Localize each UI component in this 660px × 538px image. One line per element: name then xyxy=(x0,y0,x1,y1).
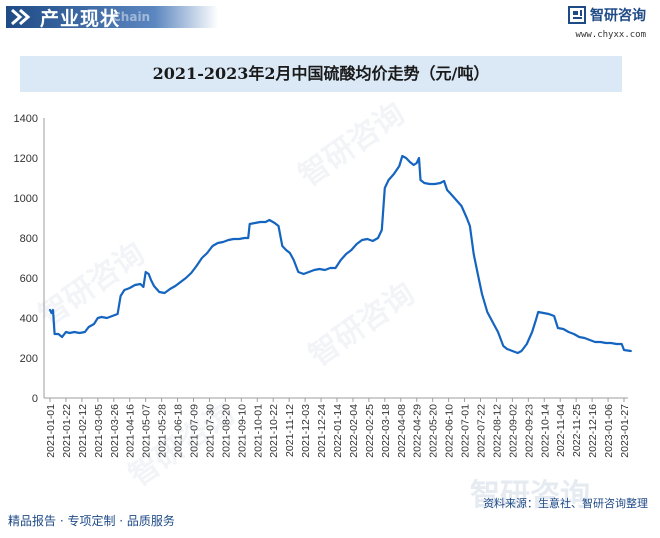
y-tick-label: 600 xyxy=(20,273,38,285)
x-tick-label: 2022-04-08 xyxy=(396,404,408,458)
x-tick-label: 2022-05-20 xyxy=(428,404,440,458)
x-tick-label: 2021-12-03 xyxy=(300,404,312,458)
section-title: 产业现状 xyxy=(40,8,121,30)
x-tick-label: 2022-06-10 xyxy=(444,404,456,458)
x-tick-label: 2022-07-22 xyxy=(476,404,488,458)
x-tick-label: 2022-04-29 xyxy=(412,404,424,458)
x-tick-label: 2021-01-01 xyxy=(45,404,57,458)
x-tick-label: 2021-01-22 xyxy=(61,404,73,458)
section-subtitle: Chain xyxy=(112,10,151,24)
x-tick-label: 2021-05-07 xyxy=(141,404,153,458)
x-tick-label: 2022-07-01 xyxy=(460,404,472,458)
footer-tagline: 精品报告 · 专项定制 · 品质服务 xyxy=(8,514,175,528)
x-tick-label: 2022-11-04 xyxy=(555,404,567,457)
x-tick-label: 2021-09-10 xyxy=(236,404,248,458)
x-tick-label: 2022-03-18 xyxy=(380,404,392,458)
y-tick-label: 1200 xyxy=(14,153,38,165)
x-tick-label: 2021-06-18 xyxy=(173,404,185,458)
zhiyan-logo-icon xyxy=(568,6,586,24)
x-tick-label: 2021-07-30 xyxy=(204,404,216,458)
x-tick-label: 2021-02-12 xyxy=(77,404,89,458)
y-tick-label: 200 xyxy=(20,353,38,365)
source-note: 资料来源：生意社、智研咨询整理 xyxy=(483,497,648,510)
header-bar xyxy=(6,6,218,28)
watermark: 智研咨询 xyxy=(470,478,590,513)
price-series-line xyxy=(48,154,632,355)
x-tick-label: 2021-07-09 xyxy=(189,404,201,458)
x-tick-label: 2022-08-12 xyxy=(491,404,503,458)
y-tick-label: 0 xyxy=(32,393,38,405)
y-tick-label: 1000 xyxy=(14,193,38,205)
x-tick-label: 2023-01-06 xyxy=(603,404,615,458)
x-tick-label: 2022-10-14 xyxy=(539,404,551,458)
x-tick-label: 2022-12-16 xyxy=(587,404,599,458)
header-banner: 产业现状 Chain xyxy=(0,0,660,46)
x-tick-label: 2022-09-02 xyxy=(507,404,519,458)
chart-title-box: 2021-2023年2月中国硫酸均价走势（元/吨） xyxy=(20,56,622,92)
x-tick-label: 2021-03-05 xyxy=(93,404,105,458)
brand-logo-block: 智研咨询 xyxy=(568,5,646,25)
x-tick-label: 2022-09-23 xyxy=(523,404,535,458)
y-tick-label: 1400 xyxy=(14,113,38,125)
double-chevron-icon xyxy=(11,8,31,26)
x-tick-label: 2021-10-22 xyxy=(268,404,280,458)
chart-title: 2021-2023年2月中国硫酸均价走势（元/吨） xyxy=(152,64,490,83)
x-tick-label: 2021-04-16 xyxy=(125,404,137,458)
x-tick-label: 2021-05-28 xyxy=(157,404,169,458)
x-tick-label: 2021-10-01 xyxy=(252,404,264,458)
x-tick-label: 2022-11-25 xyxy=(571,404,583,457)
x-tick-label: 2023-01-27 xyxy=(619,404,631,458)
y-tick-label: 400 xyxy=(20,313,38,325)
x-tick-label: 2022-02-04 xyxy=(348,404,360,458)
x-tick-label: 2021-12-24 xyxy=(316,404,328,458)
x-tick-label: 2022-01-14 xyxy=(332,404,344,458)
y-tick-label: 800 xyxy=(20,233,38,245)
x-tick-label: 2021-11-12 xyxy=(284,404,296,457)
brand-name: 智研咨询 xyxy=(590,8,646,24)
x-tick-label: 2022-02-25 xyxy=(364,404,376,458)
x-tick-label: 2021-08-20 xyxy=(220,404,232,458)
x-tick-label: 2021-03-26 xyxy=(109,404,121,458)
brand-url[interactable]: www.chyxx.com xyxy=(575,30,646,40)
